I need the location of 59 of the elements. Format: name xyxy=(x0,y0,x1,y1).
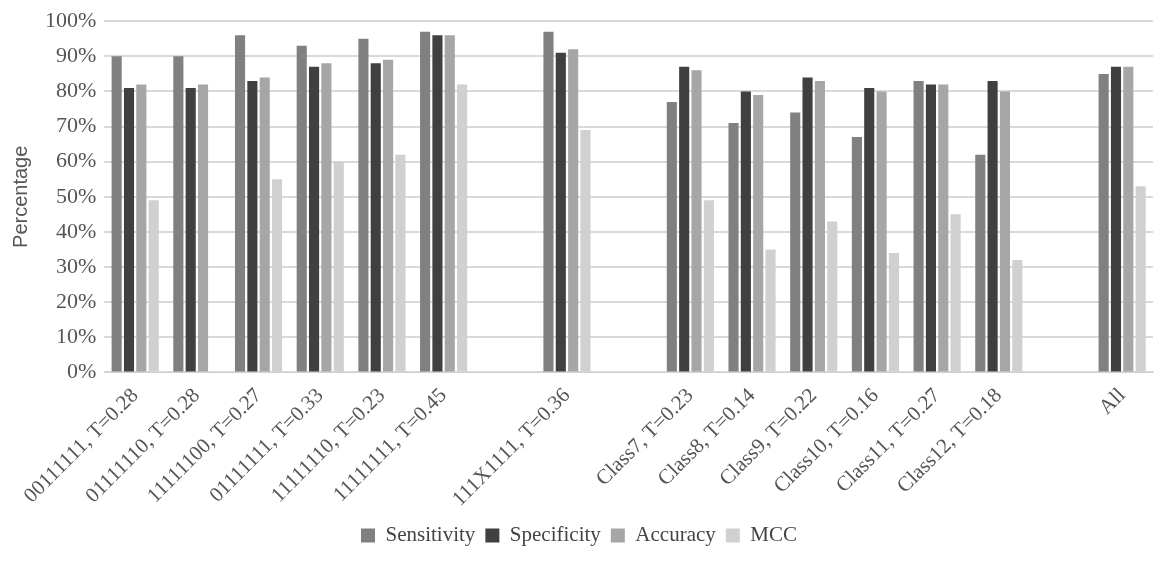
bar xyxy=(185,87,196,372)
bar xyxy=(1098,73,1109,372)
bar xyxy=(1123,66,1134,372)
y-tick-label: 80% xyxy=(56,77,97,103)
y-tick-label: 50% xyxy=(56,182,97,208)
y-tick-label: 70% xyxy=(56,112,97,138)
y-tick-label: 20% xyxy=(56,287,97,313)
y-tick-label: 30% xyxy=(56,252,97,278)
y-axis-title: Percentage xyxy=(8,145,31,248)
bar xyxy=(999,91,1011,372)
bar xyxy=(1110,66,1122,372)
bar xyxy=(913,80,924,372)
bar xyxy=(790,112,801,372)
bar xyxy=(383,59,394,372)
bar xyxy=(876,91,887,372)
bar xyxy=(543,31,554,372)
y-tick-label: 0% xyxy=(67,358,97,384)
bar xyxy=(370,63,381,372)
bar xyxy=(555,52,566,372)
bar xyxy=(864,87,875,372)
bar xyxy=(975,154,986,372)
bar xyxy=(740,91,751,372)
bar xyxy=(938,84,949,372)
y-tick-label: 100% xyxy=(45,6,97,32)
bar xyxy=(197,84,209,372)
bar xyxy=(728,123,739,372)
y-tick-label: 90% xyxy=(56,42,97,68)
y-tick-label: 10% xyxy=(56,323,97,349)
bar xyxy=(234,35,246,372)
bar xyxy=(851,137,862,372)
bar xyxy=(321,63,332,372)
bar xyxy=(123,87,135,372)
bar xyxy=(247,80,258,372)
bar xyxy=(432,35,443,372)
y-tick-label: 60% xyxy=(56,147,97,173)
bar xyxy=(136,84,147,372)
legend-label: Specificity xyxy=(509,522,602,547)
bar xyxy=(173,56,184,372)
bar xyxy=(987,80,998,372)
y-tick-label: 40% xyxy=(56,217,97,243)
bar xyxy=(309,66,320,372)
bar xyxy=(420,31,431,372)
bar xyxy=(925,84,936,372)
bar xyxy=(358,38,369,372)
bar xyxy=(444,35,455,372)
legend-label: MCC xyxy=(750,522,797,547)
bar xyxy=(568,49,579,372)
bar xyxy=(111,56,122,372)
bar xyxy=(259,77,270,372)
x-tick-label: All xyxy=(1093,382,1130,419)
bar xyxy=(296,45,307,372)
legend-label: Sensitivity xyxy=(385,522,476,547)
legend-label: Accuracy xyxy=(635,522,717,547)
bar xyxy=(814,80,825,372)
bar xyxy=(753,94,764,372)
bar xyxy=(691,70,702,372)
bar xyxy=(679,66,690,372)
bar xyxy=(666,101,677,372)
bar xyxy=(802,77,813,372)
